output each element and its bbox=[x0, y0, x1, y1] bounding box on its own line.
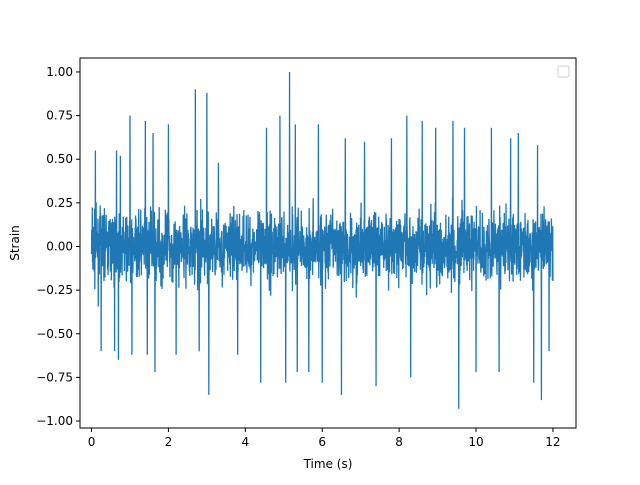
y-tick-label: −1.00 bbox=[36, 414, 73, 428]
y-tick-label: −0.75 bbox=[36, 370, 73, 384]
y-tick-label: 0.75 bbox=[46, 109, 73, 123]
y-tick-label: 0.25 bbox=[46, 196, 73, 210]
x-axis-ticks: 0 2 4 6 8 10 12 bbox=[88, 428, 561, 449]
x-axis-label: Time (s) bbox=[303, 457, 353, 471]
legend-box bbox=[557, 65, 570, 78]
y-tick-label: 0.00 bbox=[46, 239, 73, 253]
y-tick-label: 0.50 bbox=[46, 152, 73, 166]
y-tick-label: −0.50 bbox=[36, 327, 73, 341]
x-tick-label: 2 bbox=[165, 435, 173, 449]
y-axis-label: Strain bbox=[8, 225, 22, 261]
axes-frame bbox=[79, 57, 577, 429]
x-tick-label: 0 bbox=[88, 435, 96, 449]
x-tick-label: 12 bbox=[545, 435, 560, 449]
y-axis-ticks: −1.00 −0.75 −0.50 −0.25 0.00 0.25 0.50 0.75 1.00 bbox=[36, 65, 80, 428]
y-tick-label: 1.00 bbox=[46, 65, 73, 79]
strain-series-line bbox=[90, 71, 554, 409]
y-tick-label: −0.25 bbox=[36, 283, 73, 297]
x-tick-label: 4 bbox=[242, 435, 250, 449]
x-tick-label: 10 bbox=[468, 435, 483, 449]
x-tick-label: 6 bbox=[318, 435, 326, 449]
series-layer bbox=[90, 71, 554, 409]
x-tick-label: 8 bbox=[395, 435, 403, 449]
